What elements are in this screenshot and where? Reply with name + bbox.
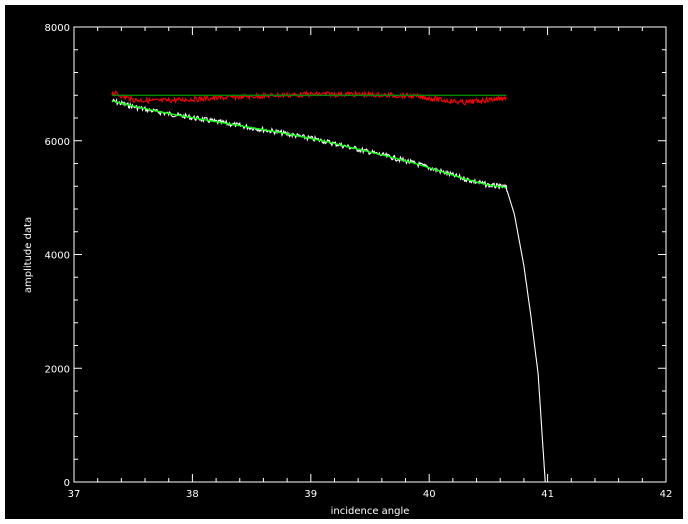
series-line-0 xyxy=(111,97,546,483)
x-tick-label: 41 xyxy=(541,489,554,500)
x-tick-label: 37 xyxy=(68,489,81,500)
series-line-1 xyxy=(111,100,507,189)
x-tick-label: 42 xyxy=(660,489,673,500)
line-chart: 37 38 39 40 41 42 0 2000 4000 6000 8000 incidence… xyxy=(23,23,673,517)
x-axis-label: incidence angle xyxy=(331,506,410,517)
y-axis-label: amplitude data xyxy=(23,217,34,293)
y-tick-label: 2000 xyxy=(45,364,70,375)
plot-background: 37 38 39 40 41 42 0 2000 4000 6000 8000 incidence… xyxy=(5,5,683,519)
y-axis-ticks: 0 2000 4000 6000 8000 xyxy=(45,23,666,489)
y-tick-label: 8000 xyxy=(45,23,70,34)
x-tick-label: 40 xyxy=(423,489,436,500)
x-tick-label: 39 xyxy=(304,489,317,500)
x-axis-ticks: 37 38 39 40 41 42 xyxy=(68,27,673,500)
y-tick-label: 6000 xyxy=(45,137,70,148)
series-line-2 xyxy=(111,90,507,106)
y-tick-label: 4000 xyxy=(45,251,70,262)
x-tick-label: 38 xyxy=(186,489,199,500)
y-tick-label: 0 xyxy=(64,478,70,489)
series-layer xyxy=(111,90,546,483)
